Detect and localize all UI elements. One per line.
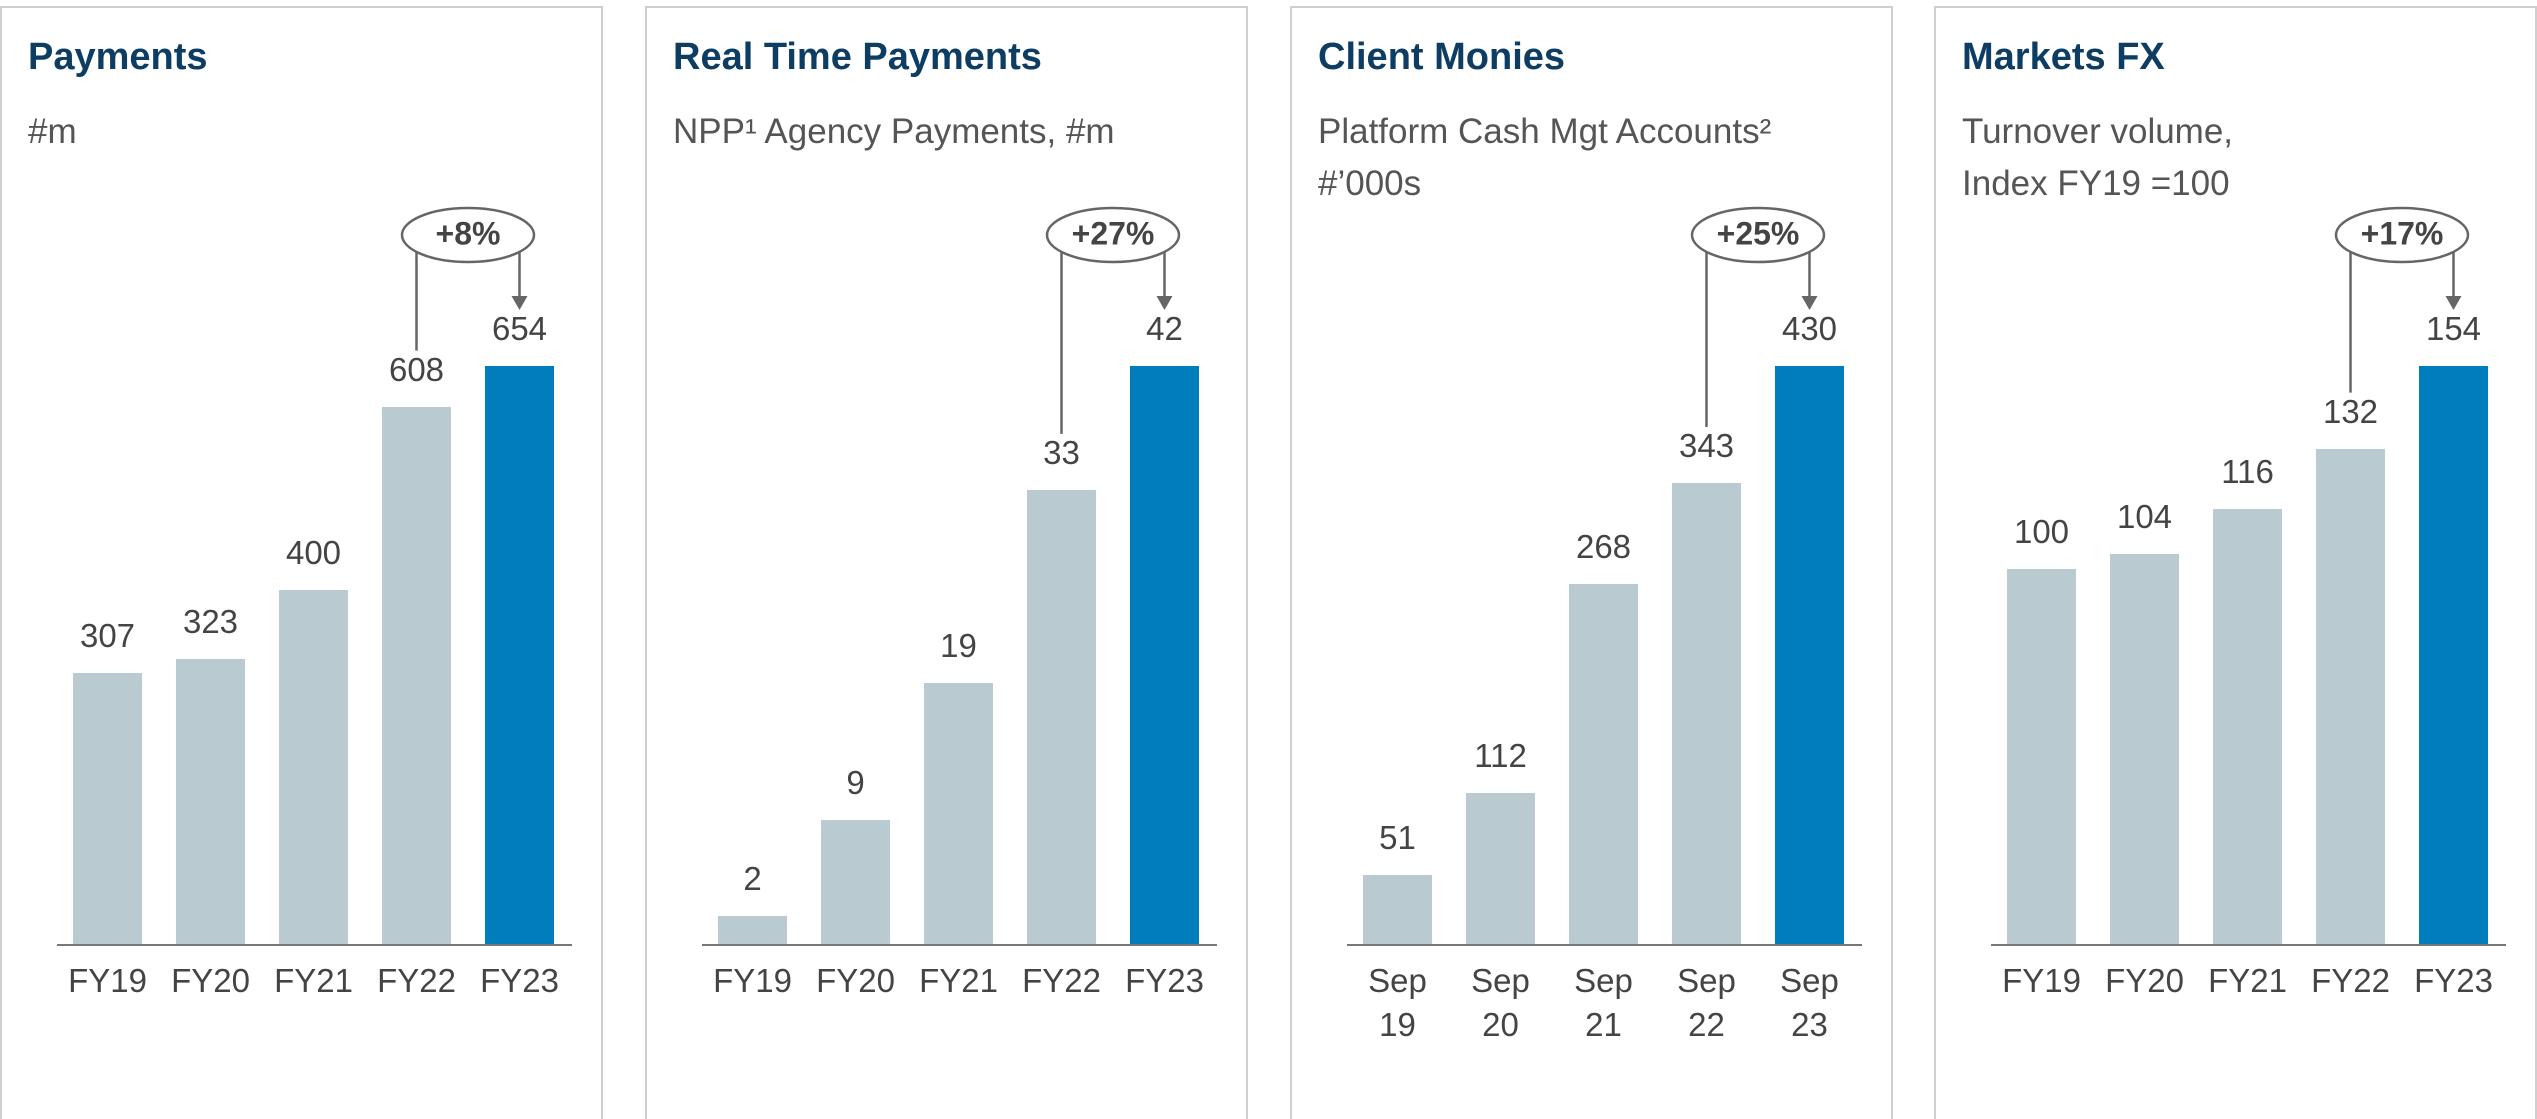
chart-panel: Real Time Payments NPP¹ Agency Payments, … xyxy=(645,6,1248,1119)
bar xyxy=(1775,366,1844,944)
chart-panel: Client Monies Platform Cash Mgt Accounts²… xyxy=(1290,6,1893,1119)
category-label: FY21 xyxy=(274,962,353,999)
chart-subtitle: Platform Cash Mgt Accounts² #’000s xyxy=(1318,112,1772,203)
growth-annotation: +25% xyxy=(1690,206,1826,427)
bar xyxy=(1130,366,1199,944)
bar xyxy=(2419,366,2488,944)
value-label: 430 xyxy=(1781,310,1838,347)
value-label: 654 xyxy=(491,310,548,347)
bar xyxy=(718,916,787,944)
growth-label: +27% xyxy=(1072,215,1155,251)
category-label: FY23 xyxy=(2414,962,2493,999)
chart-title: Client Monies xyxy=(1318,36,1566,78)
category-label: FY19 xyxy=(2002,962,2081,999)
value-label: 307 xyxy=(79,616,136,654)
arrow-head xyxy=(511,296,528,310)
bar xyxy=(485,366,554,944)
chart-title: Payments xyxy=(28,36,208,78)
bar xyxy=(176,658,245,944)
bar xyxy=(1466,793,1535,944)
category-label: FY19 xyxy=(713,962,792,999)
growth-label: +25% xyxy=(1717,215,1800,251)
category-label: FY23 xyxy=(480,962,559,999)
chart-subtitle: NPP¹ Agency Payments, #m xyxy=(673,112,1115,151)
category-label: Sep 19 xyxy=(1368,962,1427,1043)
value-label: 323 xyxy=(182,602,239,640)
connector xyxy=(1705,233,1811,427)
bar xyxy=(279,590,348,944)
x-axis xyxy=(1347,944,1862,946)
value-label: 51 xyxy=(1379,819,1416,857)
growth-bubble xyxy=(400,206,536,264)
chart-panel: Payments #m 307 FY19 323 FY20 400 FY21 608 FY22 65… xyxy=(0,6,603,1119)
value-label: 9 xyxy=(846,764,865,802)
growth-bubble xyxy=(1045,206,1181,264)
bar xyxy=(73,672,142,944)
value-label: 2 xyxy=(743,860,762,898)
growth-label: +8% xyxy=(436,215,501,251)
value-label: 19 xyxy=(940,626,977,664)
chart-subtitle: #m xyxy=(28,112,77,151)
growth-annotation: +17% xyxy=(2334,206,2470,393)
bar xyxy=(821,820,890,944)
arrow-head xyxy=(1801,296,1818,310)
value-label: 42 xyxy=(1146,310,1183,347)
bar xyxy=(2213,508,2282,944)
value-label: 116 xyxy=(2221,452,2274,490)
bar xyxy=(1672,482,1741,944)
category-label: FY20 xyxy=(816,962,895,999)
value-label: 343 xyxy=(1678,426,1735,464)
growth-annotation: +27% xyxy=(1045,206,1181,434)
growth-label: +17% xyxy=(2361,215,2444,251)
growth-bubble xyxy=(2334,206,2470,264)
chart-panel: Markets FX Turnover volume, Index FY19 =1… xyxy=(1934,6,2537,1119)
category-label: Sep 20 xyxy=(1471,962,1530,1043)
category-label: FY23 xyxy=(1125,962,1204,999)
arrow-head xyxy=(2445,296,2462,310)
bar xyxy=(382,406,451,944)
x-axis xyxy=(57,944,572,946)
category-label: FY20 xyxy=(2105,962,2184,999)
x-axis xyxy=(1991,944,2506,946)
value-label: 112 xyxy=(1474,737,1527,775)
category-label: Sep 21 xyxy=(1574,962,1633,1043)
value-label: 400 xyxy=(285,534,342,572)
category-label: FY22 xyxy=(2311,962,2390,999)
bar xyxy=(1363,875,1432,944)
category-label: FY22 xyxy=(1022,962,1101,999)
bar xyxy=(1569,583,1638,944)
bar xyxy=(2316,448,2385,944)
growth-bubble xyxy=(1690,206,1826,264)
bar xyxy=(924,682,993,944)
growth-annotation: +8% xyxy=(400,206,536,351)
value-label: 33 xyxy=(1043,433,1080,471)
value-label: 100 xyxy=(2013,512,2070,550)
category-label: Sep 22 xyxy=(1677,962,1736,1043)
bar xyxy=(2110,553,2179,944)
arrow-head xyxy=(1156,296,1173,310)
value-label: 104 xyxy=(2116,497,2173,535)
category-label: Sep 23 xyxy=(1780,962,1839,1043)
value-label: 608 xyxy=(388,350,445,388)
connector xyxy=(1060,233,1166,434)
category-label: FY20 xyxy=(171,962,250,999)
category-label: FY21 xyxy=(2208,962,2287,999)
value-label: 268 xyxy=(1575,527,1632,565)
category-label: FY21 xyxy=(919,962,998,999)
chart-title: Real Time Payments xyxy=(673,36,1042,78)
chart-title: Markets FX xyxy=(1962,36,2165,78)
category-label: FY19 xyxy=(68,962,147,999)
chart-subtitle: Turnover volume, Index FY19 =100 xyxy=(1962,112,2234,203)
category-label: FY22 xyxy=(377,962,456,999)
bar xyxy=(2007,568,2076,944)
bar xyxy=(1027,489,1096,944)
value-label: 132 xyxy=(2322,392,2379,430)
value-label: 154 xyxy=(2425,310,2482,347)
x-axis xyxy=(702,944,1217,946)
